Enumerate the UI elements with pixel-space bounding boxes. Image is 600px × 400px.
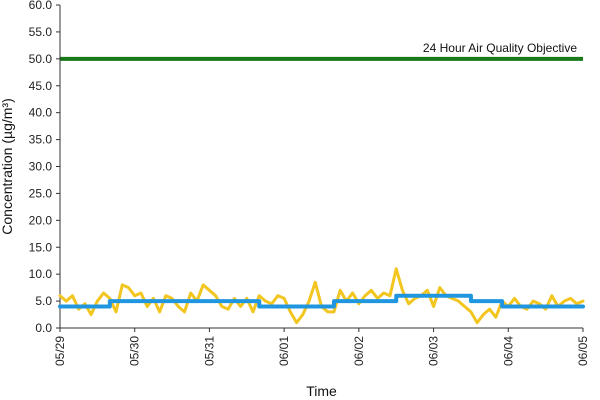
- x-tick-label: 05/31: [202, 336, 216, 366]
- x-tick-label: 06/03: [427, 336, 441, 366]
- y-tick-label: 40.0: [29, 106, 53, 120]
- y-tick-label: 5.0: [35, 294, 52, 308]
- x-axis-ticks: 05/29 05/30 05/31 06/01 06/02 06/03 06/04 06/05: [53, 328, 590, 366]
- y-tick-label: 45.0: [29, 79, 53, 93]
- x-tick-label: 05/29: [53, 336, 67, 366]
- y-tick-label: 50.0: [29, 52, 53, 66]
- y-tick-label: 20.0: [29, 213, 53, 227]
- y-axis-ticks: 0.0 5.0 10.0 15.0 20.0 25.0 30.0 35.0 40.0 45.0 50…: [29, 0, 60, 335]
- annotation-layer: 24 Hour Air Quality Objective: [60, 41, 583, 61]
- x-tick-label: 06/04: [501, 336, 515, 366]
- y-tick-label: 25.0: [29, 186, 53, 200]
- y-tick-label: 0.0: [35, 321, 52, 335]
- y-tick-label: 55.0: [29, 25, 53, 39]
- objective-annotation-label: 24 Hour Air Quality Objective: [423, 41, 577, 55]
- y-tick-label: 35.0: [29, 133, 53, 147]
- y-tick-label: 30.0: [29, 160, 53, 174]
- daily-average-series-line: [58, 293, 585, 309]
- x-tick-label: 05/30: [128, 336, 142, 366]
- y-tick-label: 60.0: [29, 0, 53, 12]
- axes: [59, 5, 583, 329]
- x-tick-label: 06/02: [352, 336, 366, 366]
- x-tick-label: 06/01: [277, 336, 291, 366]
- hourly-series-line: [58, 267, 585, 325]
- y-axis-title: Concentration (µg/m³): [0, 98, 15, 234]
- x-axis-title: Time: [306, 383, 337, 399]
- x-tick-label: 06/05: [576, 336, 590, 366]
- series-layer: [58, 267, 585, 325]
- y-tick-label: 10.0: [29, 267, 53, 281]
- y-tick-label: 15.0: [29, 240, 53, 254]
